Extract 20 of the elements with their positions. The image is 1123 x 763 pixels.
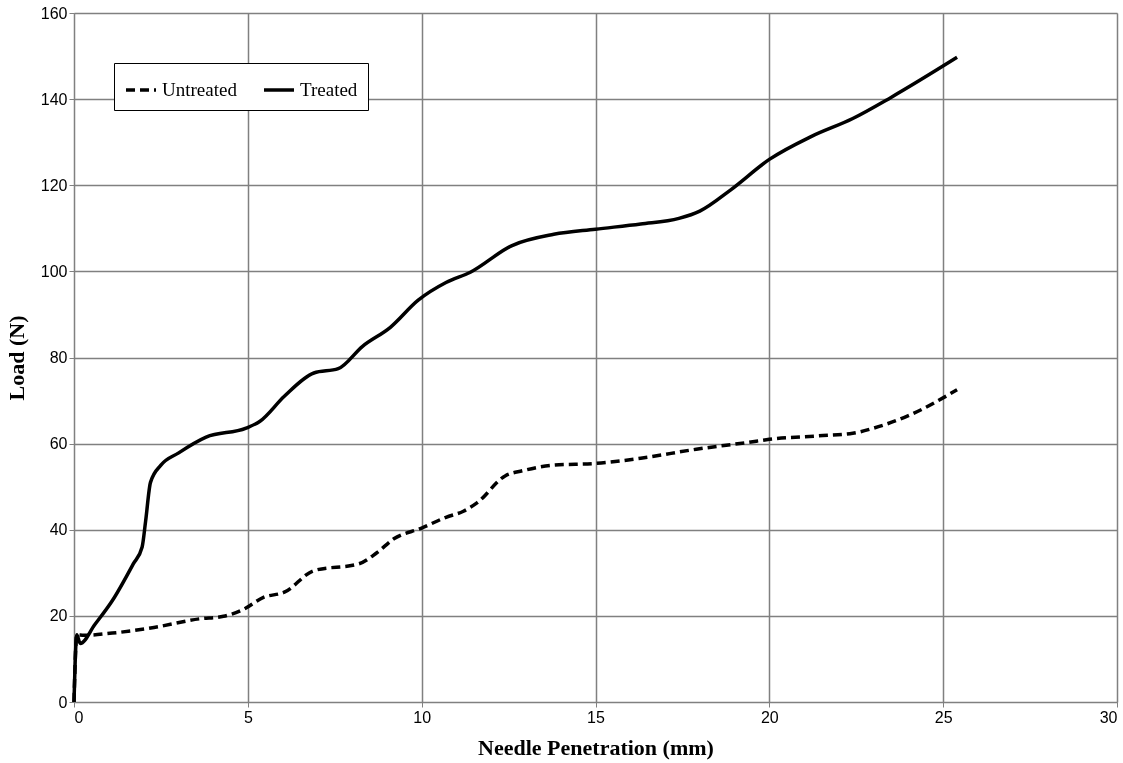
y-tick-label: 100 <box>40 262 68 280</box>
x-tick-label: 0 <box>74 708 84 726</box>
legend-label: Treated <box>300 79 358 100</box>
y-tick-label: 120 <box>40 176 68 194</box>
legend-label: Untreated <box>162 79 238 100</box>
x-tick-label: 25 <box>934 708 953 726</box>
y-tick-label: 20 <box>49 607 68 625</box>
y-tick-label: 40 <box>49 521 68 539</box>
x-tick-label: 10 <box>413 708 432 726</box>
y-tick-label: 0 <box>58 693 68 711</box>
x-tick-label: 20 <box>760 708 779 726</box>
y-tick-label: 140 <box>40 90 68 108</box>
x-tick-label: 5 <box>243 708 253 726</box>
x-tick-label: 30 <box>1099 708 1118 726</box>
y-tick-label: 160 <box>40 4 68 22</box>
y-tick-label: 60 <box>49 435 68 453</box>
y-axis-title: Load (N) <box>3 315 29 401</box>
x-tick-label: 15 <box>587 708 605 726</box>
y-tick-label: 80 <box>49 349 68 366</box>
x-axis-title: Needle Penetration (mm) <box>478 734 714 760</box>
